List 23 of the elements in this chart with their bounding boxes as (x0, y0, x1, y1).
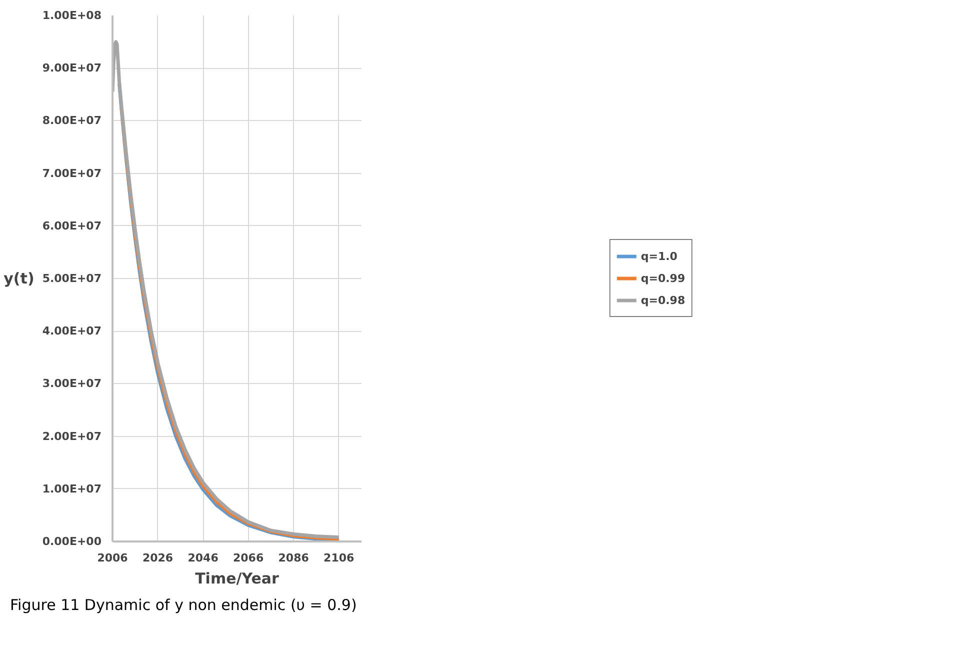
y-tick-label: 3.00E+07 (42, 377, 102, 390)
x-tick-label: 2026 (142, 552, 174, 564)
caption: Figure 11 Dynamic of y non endemic (υ = 0.9) (10, 595, 357, 616)
y-tick-label: 9.00E+07 (42, 62, 102, 75)
y-tick-label: 1.00E+08 (42, 9, 102, 22)
x-tick-label: 2046 (188, 552, 219, 564)
y-tick-label: 0.00E+00 (42, 535, 102, 548)
legend-label: q=0.99 (640, 272, 686, 284)
y-tick-label: 6.00E+07 (42, 219, 102, 232)
y-tick-label: 1.00E+07 (42, 482, 102, 496)
legend-label: q=0.98 (640, 294, 686, 306)
x-tick-label: 2066 (233, 552, 264, 564)
x-tick-label: 2006 (97, 552, 128, 564)
x-tick-label: 2086 (278, 552, 310, 564)
y-tick-label: 2.00E+07 (42, 430, 102, 443)
y-tick-label: 5.00E+07 (42, 272, 102, 285)
legend-label: q=1.0 (640, 250, 678, 262)
y-tick-label: 7.00E+07 (42, 166, 102, 180)
y-tick-label: 4.00E+07 (42, 324, 102, 338)
x-tick-label: 2106 (324, 552, 355, 564)
x-axis-title: Time/Year (195, 570, 280, 588)
y-tick-label: 8.00E+07 (42, 114, 102, 128)
y-axis-title: y(t) (4, 270, 34, 288)
